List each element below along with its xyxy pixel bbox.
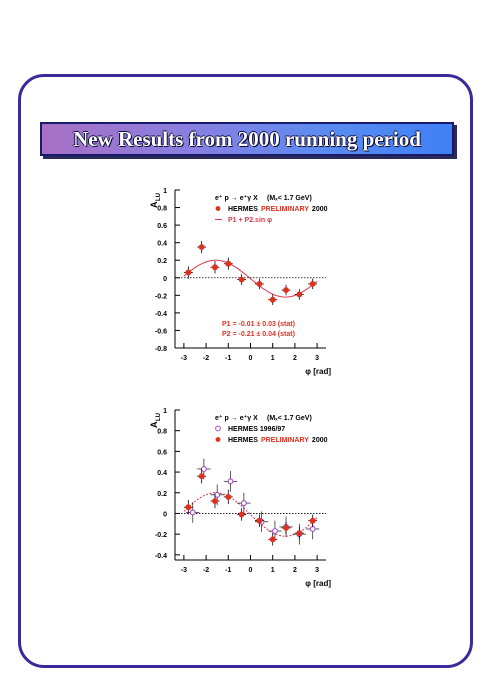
x-tick-label: 1 <box>271 355 275 362</box>
x-tick-label: 2 <box>293 355 297 362</box>
x-tick-label: -1 <box>225 355 231 362</box>
x-tick-label: 1 <box>271 567 275 574</box>
data-point-2000 <box>256 517 263 524</box>
y-tick-label: -0.2 <box>155 532 167 539</box>
y-axis-label-sub: LU <box>156 193 162 201</box>
x-tick-label: 3 <box>315 567 319 574</box>
y-tick-label: 0.6 <box>157 449 167 456</box>
y-tick-label: -0.6 <box>155 328 167 335</box>
chart-1: 1 0.8 0.6 0.4 0.2 0 -0.2 -0.4 -0.6 -0.8 -3 -2 -1 0 1 2 3… <box>149 188 331 376</box>
y-tick-label: 0.8 <box>157 206 167 213</box>
data-point-2000 <box>283 287 289 294</box>
data-point-2000 <box>225 260 232 267</box>
y-tick-label: 0.2 <box>157 491 167 498</box>
y-axis-label-sub: LU <box>156 413 162 421</box>
y-tick-label: 0.6 <box>157 223 167 230</box>
data-point-1996-97 <box>214 491 221 498</box>
data-point-2000 <box>198 473 205 480</box>
x-tick-label: -2 <box>203 567 209 574</box>
x-axis-label: φ [rad] <box>305 367 331 376</box>
fit-curve <box>183 492 318 537</box>
y-tick-label: 0.8 <box>157 429 167 436</box>
y-tick-label: 1 <box>163 188 167 195</box>
legend-marker-filled <box>215 206 221 211</box>
data-point-1996-97 <box>189 509 196 516</box>
legend-cut: (Mₓ< 1.7 GeV) <box>267 195 312 202</box>
data-point-2000 <box>212 264 218 271</box>
x-tick-label: 3 <box>315 355 319 362</box>
data-point-2000 <box>256 280 263 287</box>
y-tick-label: 0.4 <box>157 241 167 248</box>
legend-label-year: 2000 <box>312 206 328 213</box>
data-point-2000 <box>238 276 245 283</box>
data-point-2000 <box>296 530 303 537</box>
data-point-2000 <box>198 244 205 251</box>
legend-label: P1 + P2.sin φ <box>228 217 272 224</box>
y-tick-label: -0.8 <box>155 346 167 353</box>
y-tick-label: 0.4 <box>157 470 167 477</box>
fit-parameter-text: P2 = -0.21 ± 0.04 (stat) <box>222 331 295 338</box>
legend-marker-open <box>215 425 221 432</box>
x-tick-label: 0 <box>249 567 253 574</box>
x-tick-label: -1 <box>225 567 231 574</box>
title-banner: New Results from 2000 running period <box>40 122 454 156</box>
data-point-2000 <box>283 524 289 531</box>
data-point-2000 <box>269 536 276 543</box>
fit-curve <box>183 259 318 298</box>
y-tick-label: 0 <box>163 276 167 283</box>
y-axis-label: A <box>149 421 159 428</box>
data-point-1996-97 <box>200 466 207 472</box>
x-tick-label: -3 <box>181 355 187 362</box>
legend-label: HERMES <box>228 437 258 444</box>
legend-label: HERMES <box>228 206 258 213</box>
y-axis-label: A <box>149 201 159 208</box>
data-point-2000 <box>225 493 232 500</box>
y-tick-label: -0.2 <box>155 293 167 300</box>
chart-2: 1 0.8 0.6 0.4 0.2 0 -0.2 -0.4 -3 -2 -1 0 1 2 3 ALU φ [ra… <box>149 408 331 588</box>
data-point-2000 <box>296 291 303 298</box>
x-tick-label: -2 <box>203 355 209 362</box>
x-axis-label: φ [rad] <box>305 579 331 588</box>
data-point-2000 <box>185 504 192 511</box>
page-title: New Results from 2000 running period <box>73 127 421 151</box>
data-point-2000 <box>309 517 316 524</box>
data-point-2000 <box>309 280 316 287</box>
x-tick-label: 0 <box>249 355 253 362</box>
data-point-2000 <box>238 511 245 518</box>
y-tick-label: 0.2 <box>157 258 167 265</box>
y-tick-label: -0.4 <box>155 311 167 318</box>
slide-frame <box>18 74 473 668</box>
data-point-1996-97 <box>227 478 234 485</box>
fit-parameter-text: P1 = -0.01 ± 0.03 (stat) <box>222 321 295 328</box>
legend-label-preliminary: PRELIMINARY <box>261 437 309 444</box>
legend-marker-filled <box>215 437 221 442</box>
legend-reaction: e⁺ p → e⁺γ X <box>215 414 258 422</box>
y-tick-label: 0 <box>163 511 167 518</box>
data-point-2000 <box>185 269 192 276</box>
data-point-1996-97 <box>240 500 247 507</box>
y-tick-label: -0.4 <box>155 553 167 560</box>
legend-reaction: e⁺ p → e⁺γ X <box>215 194 258 202</box>
data-point-1996-97 <box>309 526 316 532</box>
y-tick-label: 1 <box>163 408 167 415</box>
x-tick-label: -3 <box>181 567 187 574</box>
legend-label-year: 2000 <box>312 437 328 444</box>
legend-label-preliminary: PRELIMINARY <box>261 206 309 213</box>
x-tick-label: 2 <box>293 567 297 574</box>
data-point-1996-97 <box>271 528 278 534</box>
data-point-2000 <box>212 498 218 504</box>
legend-label: HERMES 1996/97 <box>228 426 285 433</box>
data-point-2000 <box>269 296 276 303</box>
legend-cut: (Mₓ< 1.7 GeV) <box>267 415 312 422</box>
